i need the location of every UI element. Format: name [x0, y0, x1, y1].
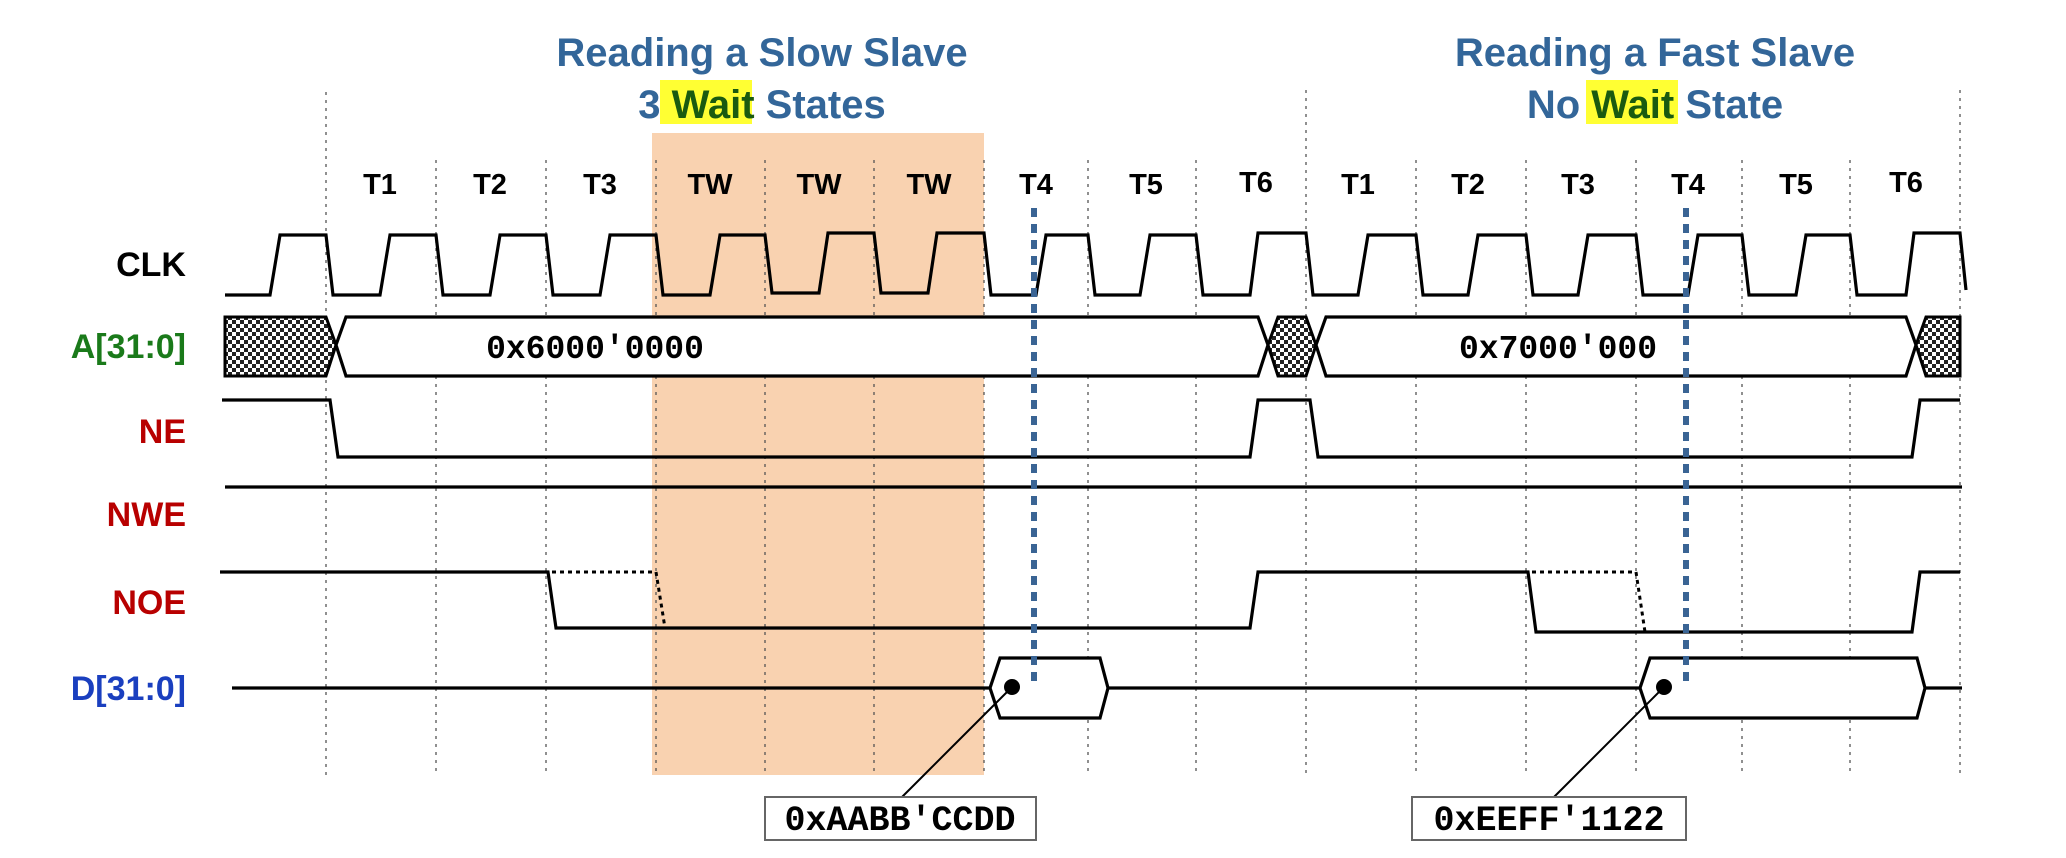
- noe-alternate-timing-fast: [1532, 572, 1645, 632]
- cycle-labels-fast: T1 T2 T3 T4 T5 T6: [1341, 167, 1923, 201]
- clk-waveform: [225, 233, 1966, 295]
- signal-name-noe: NOE: [112, 584, 186, 622]
- cycle-label: T4: [1019, 169, 1053, 201]
- address-bus-waveform: 0x6000'0000 0x7000'000: [225, 317, 1960, 376]
- cycle-labels-slow: T1 T2 T3 TW TW TW T4 T5 T6: [363, 167, 1273, 201]
- cycle-label: T3: [583, 169, 617, 201]
- cycle-label: TW: [906, 169, 952, 201]
- signal-name-nwe: NWE: [107, 496, 186, 534]
- ne-waveform: [222, 400, 1960, 457]
- data-bus-waveform: [232, 658, 1962, 718]
- address-value-fast: 0x7000'000: [1459, 331, 1657, 368]
- wait-word-slow: Wait: [672, 83, 755, 127]
- address-invalid-region: [1916, 317, 1960, 376]
- slow-slave-subtitle: 3 Wait States: [638, 83, 885, 127]
- signal-name-clk: CLK: [116, 246, 186, 284]
- cycle-label: T1: [363, 169, 397, 201]
- address-invalid-region: [225, 317, 336, 376]
- address-valid-slow: [336, 317, 1268, 376]
- cycle-label: TW: [687, 169, 733, 201]
- cycle-label: T2: [1451, 169, 1485, 201]
- data-value-slow: 0xAABB'CCDD: [784, 801, 1015, 841]
- signal-name-address: A[31:0]: [71, 328, 186, 366]
- cycle-label: T2: [473, 169, 507, 201]
- wait-word-fast: Wait: [1591, 83, 1674, 127]
- wait-state-band: [652, 133, 984, 775]
- noe-waveform: [220, 572, 1960, 632]
- cycle-label: TW: [796, 169, 842, 201]
- data-valid-fast: [1640, 658, 1925, 718]
- cycle-label: T1: [1341, 169, 1375, 201]
- signal-name-data: D[31:0]: [71, 670, 186, 708]
- data-value-fast: 0xEEFF'1122: [1433, 801, 1664, 841]
- fast-slave-subtitle: No Wait State: [1527, 83, 1783, 127]
- cycle-label: T3: [1561, 169, 1595, 201]
- address-value-slow: 0x6000'0000: [486, 331, 704, 368]
- cycle-label: T6: [1239, 167, 1273, 199]
- fast-slave-title: Reading a Fast Slave: [1455, 31, 1855, 75]
- cycle-label: T5: [1129, 169, 1163, 201]
- noe-alternate-timing-slow: [552, 572, 665, 628]
- address-invalid-region: [1268, 317, 1316, 376]
- slow-slave-title: Reading a Slow Slave: [556, 31, 967, 75]
- cycle-label: T4: [1671, 169, 1705, 201]
- cycle-label: T6: [1889, 167, 1923, 199]
- signal-name-ne: NE: [139, 413, 186, 451]
- cycle-label: T5: [1779, 169, 1813, 201]
